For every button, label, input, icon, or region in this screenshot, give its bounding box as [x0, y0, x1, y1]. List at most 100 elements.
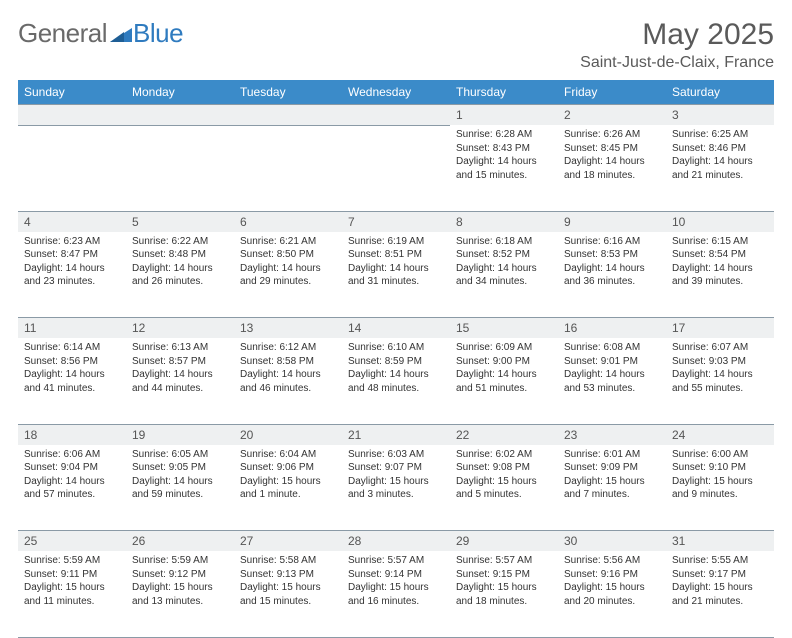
day-detail-cell: Sunrise: 5:59 AMSunset: 9:12 PMDaylight:… — [126, 551, 234, 637]
day-detail-cell: Sunrise: 6:10 AMSunset: 8:59 PMDaylight:… — [342, 338, 450, 424]
day-detail-cell: Sunrise: 6:09 AMSunset: 9:00 PMDaylight:… — [450, 338, 558, 424]
sunset-text: Sunset: 9:12 PM — [132, 568, 228, 582]
title-block: May 2025 Saint-Just-de-Claix, France — [580, 18, 774, 72]
sunrise-text: Sunrise: 6:21 AM — [240, 235, 336, 249]
day-number-cell: 1 — [450, 105, 558, 126]
day-detail-row: Sunrise: 6:28 AMSunset: 8:43 PMDaylight:… — [18, 125, 774, 211]
day-number-cell: 17 — [666, 318, 774, 339]
logo-text-1: General — [18, 18, 107, 49]
daylight-text: Daylight: 14 hours and 48 minutes. — [348, 368, 444, 395]
day-detail-cell: Sunrise: 6:14 AMSunset: 8:56 PMDaylight:… — [18, 338, 126, 424]
sunrise-text: Sunrise: 6:25 AM — [672, 128, 768, 142]
sunrise-text: Sunrise: 6:05 AM — [132, 448, 228, 462]
sunset-text: Sunset: 8:54 PM — [672, 248, 768, 262]
daylight-text: Daylight: 14 hours and 31 minutes. — [348, 262, 444, 289]
day-detail-cell: Sunrise: 5:57 AMSunset: 9:15 PMDaylight:… — [450, 551, 558, 637]
sunrise-text: Sunrise: 6:00 AM — [672, 448, 768, 462]
day-number-cell: 3 — [666, 105, 774, 126]
day-detail-cell: Sunrise: 6:07 AMSunset: 9:03 PMDaylight:… — [666, 338, 774, 424]
day-detail-cell: Sunrise: 6:05 AMSunset: 9:05 PMDaylight:… — [126, 445, 234, 531]
day-detail-cell: Sunrise: 6:12 AMSunset: 8:58 PMDaylight:… — [234, 338, 342, 424]
sunset-text: Sunset: 8:59 PM — [348, 355, 444, 369]
day-number-cell: 14 — [342, 318, 450, 339]
sunrise-text: Sunrise: 6:23 AM — [24, 235, 120, 249]
logo-text-2: Blue — [133, 18, 183, 49]
sunrise-text: Sunrise: 6:19 AM — [348, 235, 444, 249]
sunrise-text: Sunrise: 6:22 AM — [132, 235, 228, 249]
month-title: May 2025 — [580, 18, 774, 52]
empty-daynum-cell — [234, 105, 342, 126]
daylight-text: Daylight: 15 hours and 15 minutes. — [240, 581, 336, 608]
sunset-text: Sunset: 8:48 PM — [132, 248, 228, 262]
sunset-text: Sunset: 9:05 PM — [132, 461, 228, 475]
empty-detail-cell — [342, 125, 450, 211]
daylight-text: Daylight: 15 hours and 11 minutes. — [24, 581, 120, 608]
day-number-cell: 22 — [450, 424, 558, 445]
empty-daynum-cell — [342, 105, 450, 126]
day-detail-cell: Sunrise: 5:55 AMSunset: 9:17 PMDaylight:… — [666, 551, 774, 637]
sunset-text: Sunset: 8:53 PM — [564, 248, 660, 262]
weekday-header: Friday — [558, 80, 666, 105]
sunrise-text: Sunrise: 6:01 AM — [564, 448, 660, 462]
sunset-text: Sunset: 9:10 PM — [672, 461, 768, 475]
sunset-text: Sunset: 8:47 PM — [24, 248, 120, 262]
day-number-cell: 5 — [126, 211, 234, 232]
location-label: Saint-Just-de-Claix, France — [580, 54, 774, 72]
sunrise-text: Sunrise: 6:13 AM — [132, 341, 228, 355]
sunset-text: Sunset: 8:52 PM — [456, 248, 552, 262]
daylight-text: Daylight: 15 hours and 16 minutes. — [348, 581, 444, 608]
day-detail-cell: Sunrise: 6:28 AMSunset: 8:43 PMDaylight:… — [450, 125, 558, 211]
day-detail-cell: Sunrise: 6:22 AMSunset: 8:48 PMDaylight:… — [126, 232, 234, 318]
day-number-cell: 28 — [342, 531, 450, 552]
day-detail-cell: Sunrise: 5:57 AMSunset: 9:14 PMDaylight:… — [342, 551, 450, 637]
daylight-text: Daylight: 14 hours and 15 minutes. — [456, 155, 552, 182]
sunrise-text: Sunrise: 6:02 AM — [456, 448, 552, 462]
day-detail-row: Sunrise: 6:23 AMSunset: 8:47 PMDaylight:… — [18, 232, 774, 318]
empty-detail-cell — [126, 125, 234, 211]
sunrise-text: Sunrise: 5:56 AM — [564, 554, 660, 568]
sunrise-text: Sunrise: 6:26 AM — [564, 128, 660, 142]
day-number-row: 25262728293031 — [18, 531, 774, 552]
day-detail-cell: Sunrise: 6:15 AMSunset: 8:54 PMDaylight:… — [666, 232, 774, 318]
daylight-text: Daylight: 15 hours and 7 minutes. — [564, 475, 660, 502]
daylight-text: Daylight: 14 hours and 44 minutes. — [132, 368, 228, 395]
day-number-cell: 26 — [126, 531, 234, 552]
day-detail-cell: Sunrise: 6:04 AMSunset: 9:06 PMDaylight:… — [234, 445, 342, 531]
day-number-cell: 31 — [666, 531, 774, 552]
day-detail-cell: Sunrise: 6:23 AMSunset: 8:47 PMDaylight:… — [18, 232, 126, 318]
sunrise-text: Sunrise: 6:16 AM — [564, 235, 660, 249]
sunrise-text: Sunrise: 5:59 AM — [24, 554, 120, 568]
sunrise-text: Sunrise: 5:57 AM — [456, 554, 552, 568]
sunset-text: Sunset: 8:45 PM — [564, 142, 660, 156]
day-number-cell: 13 — [234, 318, 342, 339]
daylight-text: Daylight: 14 hours and 51 minutes. — [456, 368, 552, 395]
day-detail-cell: Sunrise: 5:58 AMSunset: 9:13 PMDaylight:… — [234, 551, 342, 637]
sunrise-text: Sunrise: 5:55 AM — [672, 554, 768, 568]
daylight-text: Daylight: 14 hours and 53 minutes. — [564, 368, 660, 395]
day-detail-cell: Sunrise: 5:59 AMSunset: 9:11 PMDaylight:… — [18, 551, 126, 637]
day-detail-cell: Sunrise: 6:01 AMSunset: 9:09 PMDaylight:… — [558, 445, 666, 531]
sunrise-text: Sunrise: 6:06 AM — [24, 448, 120, 462]
day-detail-row: Sunrise: 6:14 AMSunset: 8:56 PMDaylight:… — [18, 338, 774, 424]
sunset-text: Sunset: 8:50 PM — [240, 248, 336, 262]
day-detail-cell: Sunrise: 6:16 AMSunset: 8:53 PMDaylight:… — [558, 232, 666, 318]
sunset-text: Sunset: 9:16 PM — [564, 568, 660, 582]
daylight-text: Daylight: 14 hours and 23 minutes. — [24, 262, 120, 289]
day-number-row: 123 — [18, 105, 774, 126]
day-detail-cell: Sunrise: 6:06 AMSunset: 9:04 PMDaylight:… — [18, 445, 126, 531]
sunrise-text: Sunrise: 5:58 AM — [240, 554, 336, 568]
daylight-text: Daylight: 15 hours and 1 minute. — [240, 475, 336, 502]
sunrise-text: Sunrise: 5:57 AM — [348, 554, 444, 568]
daylight-text: Daylight: 14 hours and 18 minutes. — [564, 155, 660, 182]
day-number-cell: 10 — [666, 211, 774, 232]
sunset-text: Sunset: 8:51 PM — [348, 248, 444, 262]
sunset-text: Sunset: 9:03 PM — [672, 355, 768, 369]
daylight-text: Daylight: 14 hours and 29 minutes. — [240, 262, 336, 289]
sunrise-text: Sunrise: 6:08 AM — [564, 341, 660, 355]
sunset-text: Sunset: 8:56 PM — [24, 355, 120, 369]
sunset-text: Sunset: 8:46 PM — [672, 142, 768, 156]
weekday-header: Monday — [126, 80, 234, 105]
sunset-text: Sunset: 9:14 PM — [348, 568, 444, 582]
daylight-text: Daylight: 15 hours and 13 minutes. — [132, 581, 228, 608]
daylight-text: Daylight: 14 hours and 59 minutes. — [132, 475, 228, 502]
